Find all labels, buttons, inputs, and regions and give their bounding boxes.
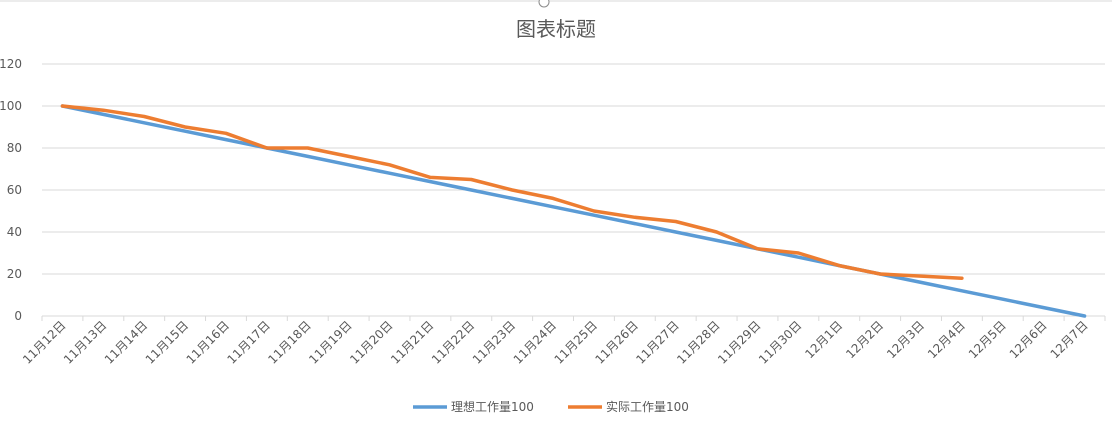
resize-handle-icon[interactable]	[538, 0, 550, 8]
x-tick-label: 12月1日	[802, 318, 845, 361]
x-tick-label: 11月26日	[592, 318, 640, 366]
legend-label: 实际工作量100	[606, 399, 689, 414]
series-line-1	[60, 104, 1087, 318]
x-tick-label: 11月12日	[20, 318, 68, 366]
x-tick-label: 12月4日	[925, 318, 968, 361]
chart-title: 图表标题	[516, 17, 596, 41]
x-tick-label: 12月7日	[1048, 318, 1091, 361]
x-tick-label: 11月17日	[225, 318, 273, 366]
x-tick-label: 11月13日	[61, 318, 109, 366]
x-tick-label: 12月5日	[966, 318, 1009, 361]
x-tick-label: 11月28日	[674, 318, 722, 366]
x-tick-label: 11月30日	[756, 318, 804, 366]
x-tick-label: 11月19日	[306, 318, 354, 366]
x-tick-label: 11月29日	[715, 318, 763, 366]
series-line-2	[60, 104, 964, 280]
legend: 理想工作量100 实际工作量100	[413, 399, 689, 414]
y-axis: 0 20 40 60 80 100 120	[0, 57, 22, 323]
x-tick-label: 11月23日	[470, 318, 518, 366]
x-tick-label: 11月25日	[552, 318, 600, 366]
series-lines	[60, 104, 1087, 318]
y-tick-label: 20	[7, 267, 22, 281]
legend-label: 理想工作量100	[451, 399, 534, 414]
gridlines	[42, 63, 1105, 275]
y-tick-label: 120	[0, 57, 22, 71]
y-tick-label: 60	[7, 183, 22, 197]
x-tick-label: 11月18日	[265, 318, 313, 366]
x-tick-label: 11月20日	[347, 318, 395, 366]
x-tick-label: 11月14日	[102, 318, 150, 366]
x-tick-label: 11月21日	[388, 318, 436, 366]
x-tick-label: 11月22日	[429, 318, 477, 366]
x-tick-label: 11月15日	[143, 318, 191, 366]
x-tick-label: 11月16日	[184, 318, 232, 366]
x-tick-label: 12月6日	[1007, 318, 1050, 361]
x-tick-label: 12月2日	[843, 318, 886, 361]
y-tick-label: 40	[7, 225, 22, 239]
x-tick-label: 11月24日	[511, 318, 559, 366]
y-tick-label: 100	[0, 99, 22, 113]
x-tick-label: 12月3日	[884, 318, 927, 361]
y-tick-label: 0	[14, 309, 22, 323]
y-tick-label: 80	[7, 141, 22, 155]
x-axis: 11月12日11月13日11月14日11月15日11月16日11月17日11月1…	[20, 315, 1106, 367]
x-tick-label: 11月27日	[633, 318, 681, 366]
